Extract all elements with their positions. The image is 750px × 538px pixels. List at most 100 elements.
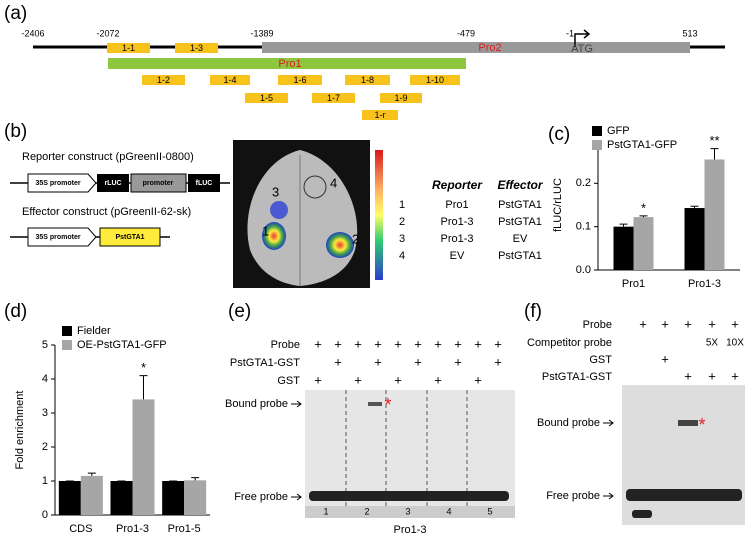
bar (704, 159, 725, 270)
star: * (384, 395, 391, 415)
lane-mark: + (708, 368, 716, 383)
significance: * (641, 200, 646, 215)
bound-probe-label: Bound probe (225, 398, 288, 410)
lane-mark: + (639, 316, 647, 331)
row-label: Competitor probe (527, 337, 612, 349)
x-tick-label: Pro1-3 (688, 278, 721, 290)
construct-title: Effector construct (pGreenII-62-sk) (22, 206, 191, 218)
fragment-label: 1-4 (223, 75, 236, 85)
error-bar (710, 148, 719, 160)
y-tick-label: 0 (42, 509, 48, 521)
panel-label: (f) (524, 301, 542, 322)
lane-mark: + (354, 372, 362, 387)
table-cell: 2 (399, 216, 405, 228)
row-label: Probe (271, 339, 300, 351)
lum-spot (262, 222, 286, 250)
panel-label: (d) (4, 301, 27, 322)
construct-title: Reporter construct (pGreenII-0800) (22, 151, 194, 163)
bar (633, 217, 654, 270)
leaf-label: 1 (262, 223, 269, 238)
lane-mark: + (708, 316, 716, 331)
lane-mark: + (414, 354, 422, 369)
fluc-box (188, 174, 220, 192)
table-cell: Pro1-3 (440, 233, 473, 245)
lane-mark: + (434, 372, 442, 387)
part-label: rLUC (104, 180, 121, 187)
table-cell: PstGTA1 (498, 250, 542, 262)
y-tick-label: 3 (42, 407, 48, 419)
table-cell: 1 (399, 199, 405, 211)
lane-mark: + (454, 354, 462, 369)
atg-label: ATG (571, 43, 593, 55)
x-tick-label: Pro1-5 (168, 523, 201, 535)
lane-mark: + (334, 336, 342, 351)
fragment (142, 75, 185, 85)
table-header: Effector (497, 178, 543, 192)
y-tick-label: 5 (42, 339, 48, 351)
row-label: GST (589, 354, 612, 366)
lum-spot (326, 232, 354, 258)
row-label: GST (277, 375, 300, 387)
error-bar (639, 215, 648, 218)
lane-mark: 5X (706, 338, 719, 349)
probe-name: Pro1-3 (393, 524, 426, 536)
legend-swatch (592, 140, 602, 150)
part-label: 35S promoter (35, 180, 80, 187)
panel-label: (e) (228, 301, 251, 322)
y-tick-label: 0.0 (576, 264, 591, 276)
bar (184, 480, 207, 515)
lane-mark: + (354, 336, 362, 351)
position-label: 513 (682, 28, 697, 38)
promoter-arrow (27, 173, 97, 193)
error-bar (87, 472, 96, 476)
table-cell: EV (450, 250, 465, 262)
lane-mark: + (494, 354, 502, 369)
fragment (210, 75, 250, 85)
y-tick-label: 0.2 (576, 177, 591, 189)
panel-label: (c) (548, 124, 570, 145)
arrow (291, 493, 302, 501)
fragment (410, 75, 460, 85)
fragment (380, 93, 422, 103)
fragment (175, 43, 218, 53)
bar (613, 226, 634, 270)
fragment-label: 1-6 (293, 75, 306, 85)
lane-mark: + (374, 336, 382, 351)
gel (305, 390, 515, 506)
y-axis-label: Fold enrichment (14, 391, 26, 470)
fragment-label: 1-3 (190, 43, 203, 53)
table-header: Reporter (432, 178, 483, 192)
x-tick-label: Pro1-3 (116, 523, 149, 535)
promoter-box (130, 173, 187, 193)
arrow (603, 419, 614, 427)
table-cell: EV (513, 233, 528, 245)
legend-label: Fielder (77, 325, 111, 337)
lane-mark: + (314, 336, 322, 351)
y-tick-label: 1 (42, 475, 48, 487)
colorbar (375, 150, 383, 280)
significance: ** (709, 133, 719, 148)
lane-mark: + (394, 336, 402, 351)
leaf-label: 2 (352, 231, 359, 246)
table-cell: Pro1-3 (440, 216, 473, 228)
legend-swatch (62, 340, 72, 350)
panel-b (10, 140, 383, 288)
bound-probe-label: Bound probe (537, 417, 600, 429)
lane-mark: + (454, 336, 462, 351)
part-label: fLUC (196, 180, 213, 187)
position-label: -479 (457, 28, 475, 38)
position-label: -1389 (250, 28, 273, 38)
y-tick-label: 2 (42, 441, 48, 453)
x-tick-label: Pro1 (622, 278, 645, 290)
y-tick-label: 0.1 (576, 221, 591, 233)
bar (684, 208, 705, 270)
part-label: 35S promoter (35, 234, 80, 241)
lane-mark: + (661, 351, 669, 366)
lane-mark: + (474, 336, 482, 351)
leaf-circle (303, 175, 327, 199)
legend-label: PstGTA1-GFP (607, 139, 677, 151)
error-bar (139, 375, 148, 400)
bar (162, 481, 185, 515)
leaf-label: 4 (330, 175, 337, 190)
fragment-label: 1-8 (361, 75, 374, 85)
